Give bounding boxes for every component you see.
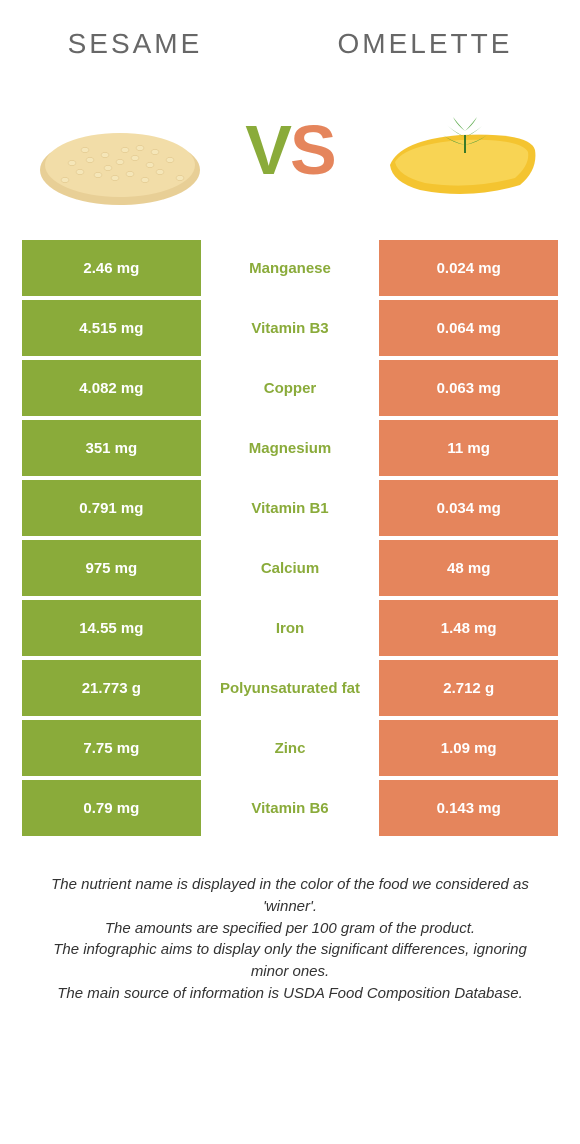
left-value: 21.773 g [22,660,201,716]
nutrient-name: Vitamin B6 [201,780,380,836]
right-value: 11 mg [379,420,558,476]
left-value: 4.082 mg [22,360,201,416]
nutrient-row: 0.791 mgVitamin B10.034 mg [22,480,558,536]
nutrient-name: Vitamin B1 [201,480,380,536]
nutrient-row: 14.55 mgIron1.48 mg [22,600,558,656]
left-value: 4.515 mg [22,300,201,356]
hero-row: V S [0,70,580,240]
right-value: 1.09 mg [379,720,558,776]
nutrient-name: Iron [201,600,380,656]
right-value: 1.48 mg [379,600,558,656]
footnote-line: The nutrient name is displayed in the co… [36,874,544,918]
omelette-image [370,90,550,210]
nutrient-name: Zinc [201,720,380,776]
left-value: 975 mg [22,540,201,596]
nutrient-table: 2.46 mgManganese0.024 mg4.515 mgVitamin … [22,240,558,836]
nutrient-name: Copper [201,360,380,416]
right-value: 0.063 mg [379,360,558,416]
left-value: 0.79 mg [22,780,201,836]
nutrient-name: Polyunsaturated fat [201,660,380,716]
left-value: 7.75 mg [22,720,201,776]
nutrient-row: 351 mgMagnesium11 mg [22,420,558,476]
nutrient-row: 4.082 mgCopper0.063 mg [22,360,558,416]
vs-label: V S [245,110,334,190]
left-value: 0.791 mg [22,480,201,536]
vs-v: V [245,110,290,190]
nutrient-name: Vitamin B3 [201,300,380,356]
footnote-line: The infographic aims to display only the… [36,939,544,983]
footnote-line: The amounts are specified per 100 gram o… [36,918,544,940]
left-value: 351 mg [22,420,201,476]
sesame-image [30,90,210,210]
nutrient-row: 21.773 gPolyunsaturated fat2.712 g [22,660,558,716]
footnote-line: The main source of information is USDA F… [36,983,544,1005]
right-value: 48 mg [379,540,558,596]
nutrient-row: 0.79 mgVitamin B60.143 mg [22,780,558,836]
right-food-title: OMELETTE [337,28,512,60]
left-value: 14.55 mg [22,600,201,656]
left-value: 2.46 mg [22,240,201,296]
right-value: 0.024 mg [379,240,558,296]
header-titles: SESAME OMELETTE [0,0,580,70]
footnote: The nutrient name is displayed in the co… [36,874,544,1005]
left-food-title: SESAME [68,28,203,60]
nutrient-name: Magnesium [201,420,380,476]
nutrient-row: 975 mgCalcium48 mg [22,540,558,596]
right-value: 0.034 mg [379,480,558,536]
nutrient-name: Manganese [201,240,380,296]
right-value: 0.143 mg [379,780,558,836]
right-value: 2.712 g [379,660,558,716]
right-value: 0.064 mg [379,300,558,356]
nutrient-row: 2.46 mgManganese0.024 mg [22,240,558,296]
nutrient-row: 7.75 mgZinc1.09 mg [22,720,558,776]
nutrient-name: Calcium [201,540,380,596]
nutrient-row: 4.515 mgVitamin B30.064 mg [22,300,558,356]
vs-s: S [290,110,335,190]
